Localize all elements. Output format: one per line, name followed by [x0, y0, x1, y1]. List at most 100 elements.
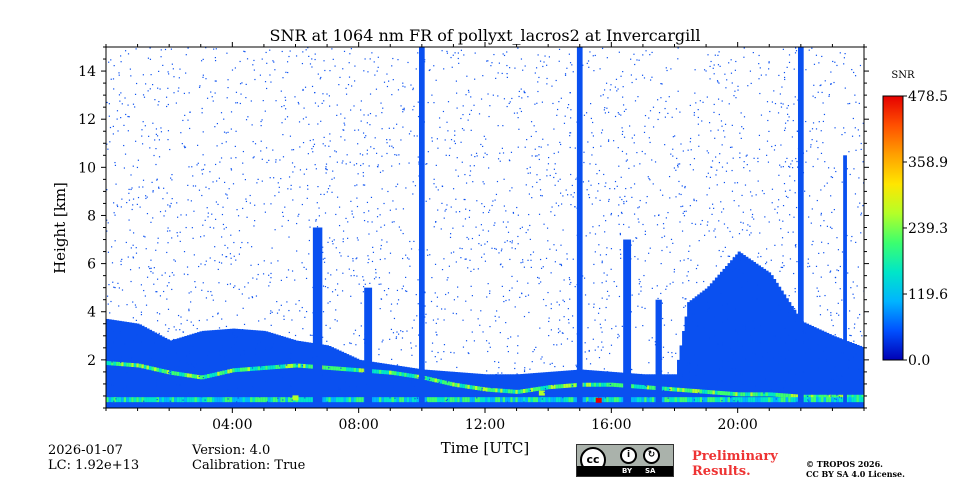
noise-pixel: [607, 97, 609, 99]
noise-pixel: [579, 241, 582, 243]
noise-pixel: [308, 219, 310, 221]
boundary-layer-cell: [174, 371, 178, 376]
noise-pixel: [721, 125, 723, 127]
noise-pixel: [264, 81, 267, 83]
noise-pixel: [795, 244, 797, 246]
aerosol-column: [477, 373, 481, 408]
noise-pixel: [770, 259, 772, 261]
noise-pixel: [486, 60, 488, 62]
noise-pixel: [238, 288, 240, 290]
noise-pixel: [593, 263, 595, 266]
noise-pixel: [132, 340, 134, 342]
noise-pixel: [781, 86, 783, 88]
noise-pixel: [108, 103, 110, 105]
noise-pixel: [624, 295, 626, 297]
noise-pixel: [202, 76, 204, 78]
noise-pixel: [679, 221, 681, 223]
noise-pixel: [518, 90, 520, 93]
noise-pixel: [486, 296, 488, 298]
noise-pixel: [751, 195, 753, 197]
boundary-layer-cell: [136, 363, 140, 368]
noise-pixel: [783, 387, 785, 389]
surface-layer-cell: [671, 397, 676, 403]
noise-pixel: [845, 259, 847, 261]
noise-pixel: [177, 90, 179, 92]
noise-pixel: [538, 213, 541, 215]
noise-pixel: [390, 328, 393, 331]
noise-pixel: [417, 279, 419, 281]
noise-pixel: [351, 85, 353, 87]
noise-pixel: [683, 215, 686, 217]
noise-pixel: [563, 122, 566, 124]
noise-pixel: [801, 209, 803, 212]
noise-pixel: [855, 353, 857, 355]
noise-pixel: [710, 130, 712, 132]
noise-pixel: [154, 372, 156, 374]
noise-pixel: [314, 164, 316, 166]
noise-pixel: [142, 179, 145, 181]
boundary-layer-cell: [343, 367, 347, 372]
boundary-layer-cell: [730, 391, 734, 396]
surface-layer-cell: [472, 397, 476, 403]
noise-pixel: [829, 271, 831, 273]
noise-pixel: [368, 258, 370, 260]
noise-pixel: [678, 193, 680, 195]
noise-pixel: [114, 214, 116, 216]
noise-pixel: [721, 400, 723, 402]
noise-pixel: [221, 345, 223, 348]
noise-pixel: [150, 267, 152, 269]
noise-pixel: [619, 234, 622, 236]
surface-layer-cell: [356, 397, 360, 403]
noise-pixel: [194, 185, 197, 187]
noise-pixel: [302, 118, 305, 120]
noise-pixel: [155, 128, 158, 130]
noise-pixel: [782, 48, 784, 50]
noise-pixel: [602, 94, 604, 96]
noise-pixel: [187, 273, 189, 276]
noise-pixel: [551, 379, 553, 382]
noise-pixel: [697, 364, 699, 366]
surface-layer-cell: [298, 397, 302, 403]
noise-pixel: [148, 266, 150, 268]
noise-pixel: [780, 144, 782, 146]
noise-pixel: [562, 195, 564, 197]
noise-pixel: [379, 171, 382, 173]
noise-pixel: [343, 344, 345, 346]
noise-pixel: [301, 203, 303, 206]
noise-pixel: [563, 300, 565, 303]
noise-pixel: [402, 208, 405, 210]
noise-pixel: [216, 122, 219, 125]
noise-pixel: [377, 164, 379, 166]
noise-pixel: [295, 55, 298, 57]
noise-pixel: [600, 145, 602, 147]
boundary-layer-cell: [775, 392, 779, 397]
noise-pixel: [594, 251, 596, 253]
noise-pixel: [620, 257, 622, 259]
noise-pixel: [743, 56, 745, 58]
noise-pixel: [445, 154, 447, 156]
noise-pixel: [516, 206, 518, 209]
aerosol-column: [795, 313, 799, 408]
noise-pixel: [859, 330, 862, 333]
noise-pixel: [740, 403, 742, 405]
boundary-layer-cell: [487, 387, 491, 392]
noise-pixel: [185, 214, 187, 216]
noise-pixel: [341, 290, 344, 292]
noise-pixel: [617, 112, 619, 114]
noise-pixel: [221, 360, 224, 362]
boundary-layer-cell: [272, 365, 276, 370]
noise-pixel: [634, 100, 637, 102]
noise-pixel: [173, 340, 175, 342]
noise-pixel: [742, 222, 744, 224]
noise-pixel: [624, 289, 626, 292]
noise-pixel: [784, 122, 787, 124]
surface-layer-cell: [111, 397, 115, 403]
noise-pixel: [160, 56, 162, 58]
noise-pixel: [548, 317, 550, 319]
noise-pixel: [628, 244, 630, 246]
snr-hotspot: [595, 397, 602, 403]
noise-pixel: [792, 317, 794, 319]
surface-layer-cell: [674, 397, 678, 403]
surface-layer-cell: [399, 397, 403, 403]
x-axis-label: Time [UTC]: [441, 439, 530, 457]
